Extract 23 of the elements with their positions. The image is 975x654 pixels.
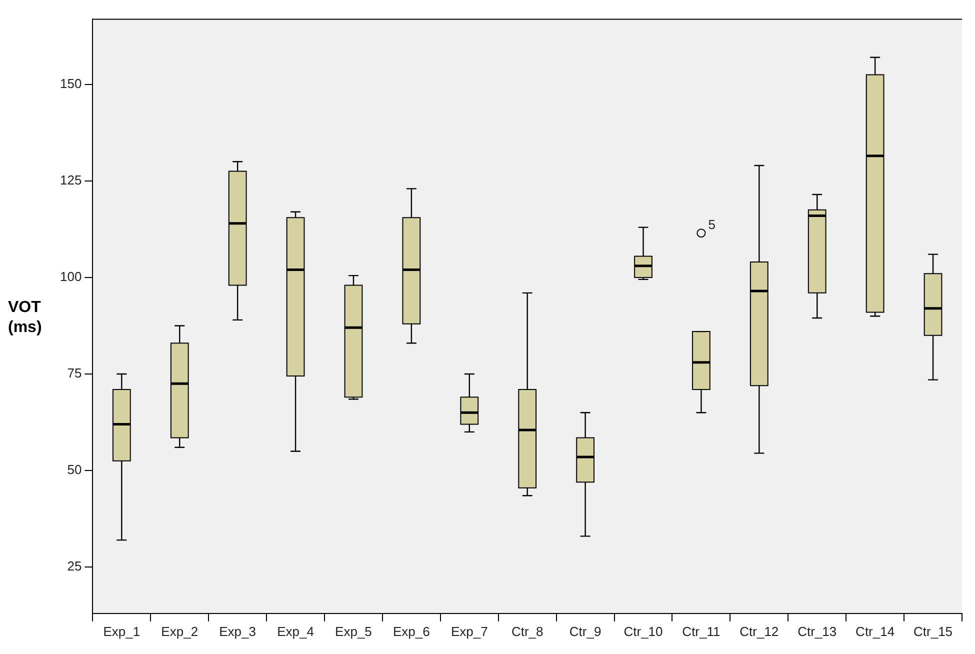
x-tick-label: Ctr_10 xyxy=(624,624,663,639)
x-tick-label: Exp_4 xyxy=(277,624,314,639)
x-tick-label: Exp_2 xyxy=(161,624,198,639)
y-tick-label: 125 xyxy=(60,172,82,188)
x-tick-label: Exp_1 xyxy=(103,624,140,639)
y-axis-title: VOT (ms) xyxy=(8,298,43,338)
x-tick-label: Ctr_14 xyxy=(856,624,895,639)
y-tick-label: 100 xyxy=(60,269,82,284)
annotation: 5 xyxy=(708,217,716,232)
x-tick-label: Ctr_13 xyxy=(798,624,837,639)
x-tick-label: Exp_5 xyxy=(335,624,372,639)
x-tick-label: Exp_7 xyxy=(450,624,488,639)
y-tick-label: 50 xyxy=(67,462,82,478)
y-tick-label: 150 xyxy=(60,76,82,92)
x-tick-label: Ctr_8 xyxy=(511,624,544,639)
x-tick-label: Ctr_12 xyxy=(740,624,779,639)
x-tick-label: Exp_3 xyxy=(219,624,256,639)
x-tick-label: Ctr_11 xyxy=(682,624,720,639)
y-tick-label: 75 xyxy=(67,366,82,381)
x-tick-label: Ctr_9 xyxy=(569,624,602,639)
y-tick-label: 25 xyxy=(67,558,82,574)
x-tick-label: Exp_6 xyxy=(393,624,430,639)
x-tick-label: Ctr_15 xyxy=(914,624,953,639)
